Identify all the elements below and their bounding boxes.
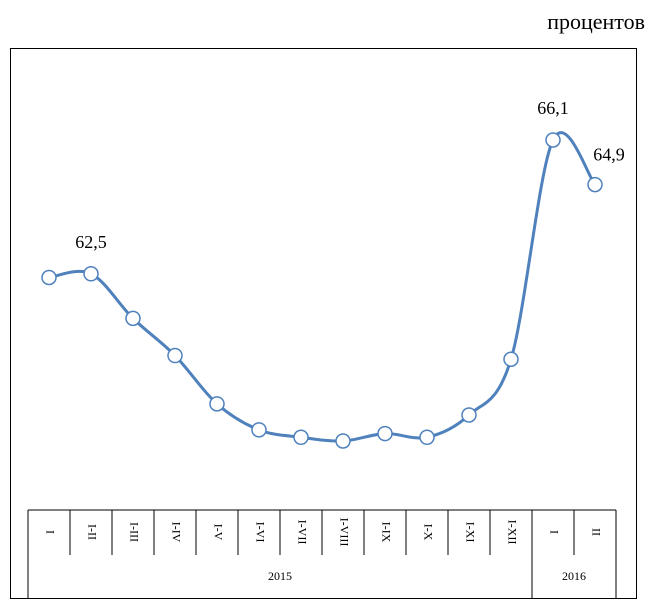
x-tick-label: I-III <box>127 522 141 542</box>
marker <box>503 351 519 367</box>
x-tick-label: II <box>589 528 603 536</box>
group-label: 2016 <box>562 569 586 583</box>
marker <box>335 433 351 449</box>
x-tick-label: I-X <box>421 524 435 541</box>
marker <box>545 132 561 148</box>
group-label: 2015 <box>268 569 292 583</box>
data-label: 62,5 <box>75 232 107 252</box>
x-tick-label: I-VII <box>295 520 309 545</box>
x-tick-label: I-IV <box>169 522 183 543</box>
x-tick-label: I <box>547 530 561 534</box>
marker <box>293 429 309 446</box>
marker <box>587 176 603 193</box>
marker <box>83 266 99 282</box>
marker <box>377 425 393 442</box>
unit-label: процентов <box>547 9 645 34</box>
frame <box>10 48 637 599</box>
marker <box>419 429 435 446</box>
marker <box>41 269 57 286</box>
marker <box>167 347 183 364</box>
x-tick-label: I-VI <box>253 522 267 543</box>
x-tick-label: I-VIII <box>337 518 351 547</box>
x-tick-label: I-XII <box>505 520 519 545</box>
marker <box>461 407 477 423</box>
x-tick-label: I-II <box>85 524 99 540</box>
data-label: 66,1 <box>537 98 569 118</box>
marker <box>209 396 225 412</box>
x-tick-label: I-XI <box>463 522 477 543</box>
marker <box>251 422 267 438</box>
x-tick-label: I <box>43 530 57 534</box>
x-tick-label: I-V <box>211 524 225 541</box>
x-tick-label: I-IX <box>379 522 393 543</box>
line <box>48 131 597 443</box>
data-label: 64,9 <box>593 145 625 165</box>
marker <box>125 310 141 327</box>
